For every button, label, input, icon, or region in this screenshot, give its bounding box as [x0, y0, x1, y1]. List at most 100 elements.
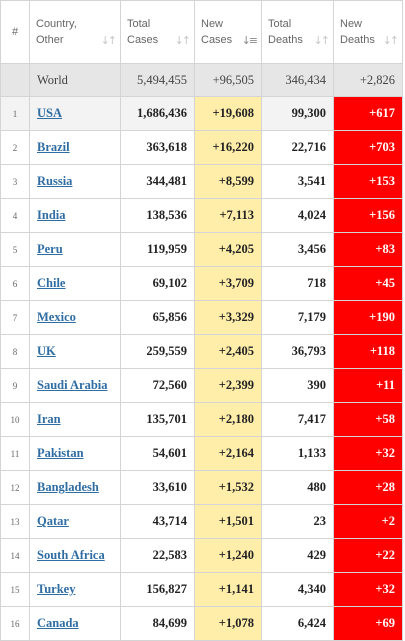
- total-cases-cell: 344,481: [120, 164, 195, 199]
- new-cases-cell: +1,078: [194, 606, 262, 641]
- table-row: 4 India 138,536 +7,113 4,024 +156: [0, 198, 403, 233]
- sort-desc-icon[interactable]: ↓≡: [241, 34, 259, 47]
- total-cases-cell: 84,699: [120, 606, 195, 641]
- sort-icon[interactable]: ↓↑: [313, 34, 331, 47]
- table-row: 6 Chile 69,102 +3,709 718 +45: [0, 266, 403, 301]
- country-cell: India: [29, 198, 121, 233]
- header-new-deaths[interactable]: New Deaths ↓↑: [333, 0, 403, 64]
- country-link[interactable]: Brazil: [37, 140, 70, 154]
- row-index: 3: [0, 164, 30, 199]
- row-index: 14: [0, 538, 30, 573]
- total-cases-cell: 363,618: [120, 130, 195, 165]
- header-total-deaths-line2: Deaths: [268, 34, 303, 46]
- total-deaths-cell: 22,716: [261, 130, 334, 165]
- country-link[interactable]: Canada: [37, 616, 79, 630]
- row-index: 16: [0, 606, 30, 641]
- sort-icon[interactable]: ↓↑: [100, 34, 118, 47]
- sort-icon[interactable]: ↓↑: [174, 34, 192, 47]
- table-row: 16 Canada 84,699 +1,078 6,424 +69: [0, 606, 403, 641]
- header-row: # Country, Other ↓↑ Total Cases ↓↑ New C…: [0, 0, 403, 64]
- country-link[interactable]: India: [37, 208, 66, 222]
- country-cell: UK: [29, 334, 121, 369]
- country-link[interactable]: Russia: [37, 174, 73, 188]
- total-deaths-cell: 429: [261, 538, 334, 573]
- world-index: [0, 63, 30, 97]
- total-cases-cell: 1,686,436: [120, 96, 195, 131]
- country-cell: Canada: [29, 606, 121, 641]
- new-deaths-cell: +28: [333, 470, 403, 505]
- country-cell: Brazil: [29, 130, 121, 165]
- new-cases-cell: +2,180: [194, 402, 262, 437]
- new-cases-cell: +4,205: [194, 232, 262, 267]
- country-link[interactable]: Bangladesh: [37, 480, 99, 494]
- country-cell: Iran: [29, 402, 121, 437]
- header-total-deaths[interactable]: Total Deaths ↓↑: [261, 0, 334, 64]
- header-index[interactable]: #: [0, 0, 30, 64]
- country-cell: Saudi Arabia: [29, 368, 121, 403]
- total-deaths-cell: 390: [261, 368, 334, 403]
- country-link[interactable]: Mexico: [37, 310, 76, 324]
- table-row: 14 South Africa 22,583 +1,240 429 +22: [0, 538, 403, 573]
- row-index: 7: [0, 300, 30, 335]
- total-deaths-cell: 7,179: [261, 300, 334, 335]
- header-total-cases-line2: Cases: [127, 34, 159, 46]
- total-deaths-cell: 23: [261, 504, 334, 539]
- new-deaths-cell: +617: [333, 96, 403, 131]
- table-row: 2 Brazil 363,618 +16,220 22,716 +703: [0, 130, 403, 165]
- table-row: 7 Mexico 65,856 +3,329 7,179 +190: [0, 300, 403, 335]
- new-cases-cell: +1,240: [194, 538, 262, 573]
- country-link[interactable]: Saudi Arabia: [37, 378, 108, 392]
- total-deaths-cell: 36,793: [261, 334, 334, 369]
- table-row: 15 Turkey 156,827 +1,141 4,340 +32: [0, 572, 403, 607]
- new-cases-cell: +3,329: [194, 300, 262, 335]
- new-deaths-cell: +2: [333, 504, 403, 539]
- table-row: 5 Peru 119,959 +4,205 3,456 +83: [0, 232, 403, 267]
- row-index: 12: [0, 470, 30, 505]
- header-new-deaths-line1: New: [340, 18, 363, 30]
- total-deaths-cell: 7,417: [261, 402, 334, 437]
- header-country-line2: Other: [36, 34, 64, 46]
- country-cell: Mexico: [29, 300, 121, 335]
- country-link[interactable]: USA: [37, 106, 63, 120]
- country-link[interactable]: Pakistan: [37, 446, 84, 460]
- world-total-cases: 5,494,455: [120, 63, 195, 97]
- new-deaths-cell: +156: [333, 198, 403, 233]
- row-index: 11: [0, 436, 30, 471]
- header-country[interactable]: Country, Other ↓↑: [29, 0, 121, 64]
- country-cell: Turkey: [29, 572, 121, 607]
- total-deaths-cell: 6,424: [261, 606, 334, 641]
- row-index: 13: [0, 504, 30, 539]
- new-cases-cell: +8,599: [194, 164, 262, 199]
- country-link[interactable]: UK: [37, 344, 56, 358]
- country-link[interactable]: Qatar: [37, 514, 69, 528]
- table-row: 1 USA 1,686,436 +19,608 99,300 +617: [0, 96, 403, 131]
- total-deaths-cell: 1,133: [261, 436, 334, 471]
- country-link[interactable]: Turkey: [37, 582, 76, 596]
- total-deaths-cell: 4,024: [261, 198, 334, 233]
- new-deaths-cell: +190: [333, 300, 403, 335]
- total-cases-cell: 22,583: [120, 538, 195, 573]
- total-cases-cell: 119,959: [120, 232, 195, 267]
- country-link[interactable]: Chile: [37, 276, 66, 290]
- sort-icon[interactable]: ↓↑: [382, 34, 400, 47]
- country-cell: Qatar: [29, 504, 121, 539]
- country-cell: Pakistan: [29, 436, 121, 471]
- total-deaths-cell: 3,456: [261, 232, 334, 267]
- country-link[interactable]: South Africa: [37, 548, 105, 562]
- total-deaths-cell: 4,340: [261, 572, 334, 607]
- new-cases-cell: +3,709: [194, 266, 262, 301]
- header-country-line1: Country,: [36, 18, 77, 30]
- new-deaths-cell: +703: [333, 130, 403, 165]
- total-cases-cell: 156,827: [120, 572, 195, 607]
- new-deaths-cell: +153: [333, 164, 403, 199]
- header-total-cases[interactable]: Total Cases ↓↑: [120, 0, 195, 64]
- header-new-cases[interactable]: New Cases ↓≡: [194, 0, 262, 64]
- country-link[interactable]: Iran: [37, 412, 61, 426]
- country-link[interactable]: Peru: [37, 242, 63, 256]
- table-row: 13 Qatar 43,714 +1,501 23 +2: [0, 504, 403, 539]
- table-row: 11 Pakistan 54,601 +2,164 1,133 +32: [0, 436, 403, 471]
- header-total-deaths-line1: Total: [268, 18, 292, 30]
- row-index: 2: [0, 130, 30, 165]
- new-cases-cell: +19,608: [194, 96, 262, 131]
